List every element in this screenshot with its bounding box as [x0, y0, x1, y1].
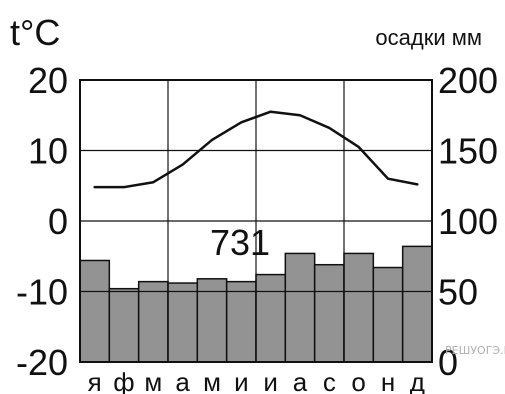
left-axis-ticks: 20 10 0 -10 -20	[16, 60, 68, 383]
precipitation-bar	[225, 280, 257, 363]
chart-grid	[80, 80, 432, 362]
right-axis-ticks: 200 150 100 50 0	[438, 60, 498, 383]
month-label: я	[88, 367, 102, 394]
month-label: ф	[113, 367, 134, 394]
precipitation-bar	[313, 263, 345, 363]
month-label: а	[293, 367, 308, 394]
right-tick-label: 50	[438, 272, 478, 313]
left-tick-label: 10	[28, 131, 68, 172]
temperature-line	[93, 110, 419, 189]
month-label: м	[203, 367, 221, 394]
precipitation-bar	[284, 252, 316, 363]
right-tick-label: 150	[438, 131, 498, 172]
annual-precipitation: 731	[210, 222, 270, 263]
month-label: м	[144, 367, 162, 394]
precipitation-bar	[167, 282, 199, 363]
precipitation-bar	[137, 280, 169, 363]
left-axis-label: t°C	[10, 12, 60, 53]
precipitation-bar	[401, 245, 433, 363]
month-label: и	[263, 367, 278, 394]
right-tick-label: 200	[438, 60, 498, 101]
left-tick-label: -10	[16, 272, 68, 313]
month-label: и	[234, 367, 249, 394]
precipitation-bar	[255, 273, 287, 363]
month-label: а	[175, 367, 190, 394]
left-tick-label: 20	[28, 60, 68, 101]
left-tick-label: 0	[48, 201, 68, 242]
right-tick-label: 0	[438, 342, 458, 383]
precipitation-bar	[372, 266, 404, 363]
precipitation-bar	[108, 287, 140, 363]
plot-frame	[79, 79, 433, 363]
left-tick-label: -20	[16, 342, 68, 383]
precipitation-bar	[79, 259, 111, 363]
watermark: РЕШУОГЭ.РФ	[445, 344, 505, 357]
right-tick-label: 100	[438, 201, 498, 242]
precipitation-bar	[343, 252, 375, 363]
month-label: д	[410, 367, 425, 394]
month-label: н	[381, 367, 395, 394]
right-axis-label: осадки мм	[375, 25, 482, 50]
month-label: о	[351, 367, 365, 394]
precipitation-bars	[79, 245, 433, 363]
month-label: с	[323, 367, 336, 394]
